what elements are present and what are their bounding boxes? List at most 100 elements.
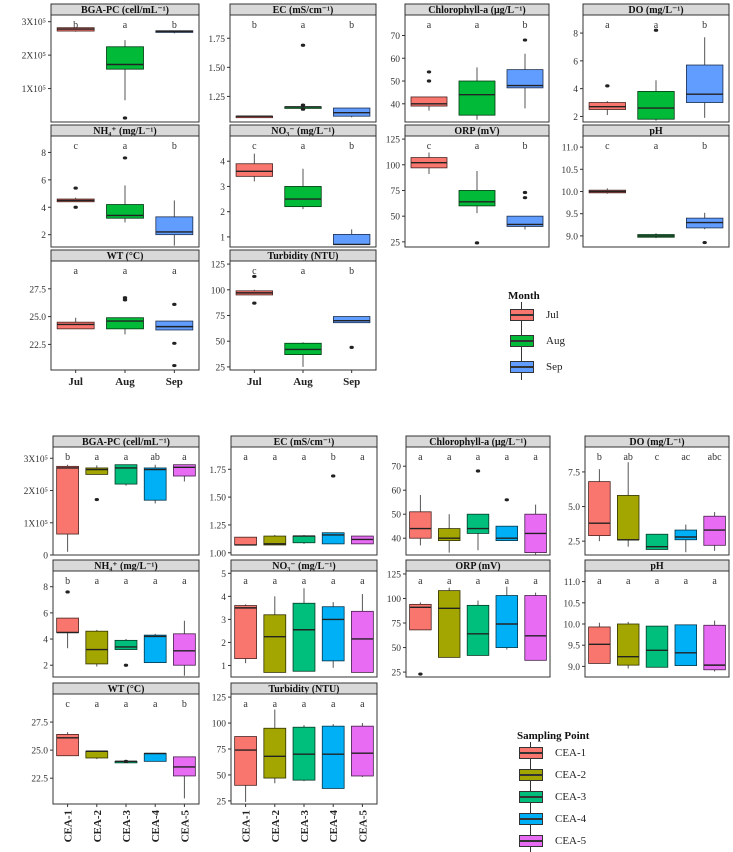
panel-title: pH [649,126,663,137]
panel: NO₃⁻ (mg/L⁻¹) 1 2 3 4 c a b [220,124,377,248]
outlier-point [522,38,528,42]
y-tick-label: 6 [43,609,48,619]
significance-letter: a [153,699,158,710]
y-tick-label: 40 [392,535,402,545]
y-tick-label: 125 [212,694,227,704]
box [85,467,109,475]
significance-letter: ac [681,452,690,463]
box [458,190,496,207]
outlier-point [123,759,129,763]
y-tick-label: 6 [41,176,46,186]
significance-letter: a [533,576,538,587]
box [466,604,490,656]
box [637,91,675,120]
box [409,511,432,539]
y-tick-label: 1.50 [209,494,226,504]
significance-letter: a [712,576,717,587]
y-tick-label: 50 [216,338,226,348]
legend-entry: Jul [508,302,565,328]
significance-letter: a [331,699,336,710]
significance-letter: c [73,141,78,152]
y-tick-label: 5 [221,570,226,580]
significance-letter: a [182,452,187,463]
significance-letter: a [302,576,307,587]
box [674,624,698,666]
x-tick-label: Aug [115,376,135,388]
legend-key-swatch [517,786,545,808]
y-tick-label: 4 [43,636,48,646]
box [506,215,544,227]
y-tick-label: 3 [221,616,226,626]
y-tick-label: 7.5 [568,468,580,478]
y-tick-label: 1 [221,662,226,672]
y-tick-label: 4 [221,593,226,603]
outlier-point [300,43,306,47]
y-tick-label: 3X10⁵ [22,18,46,28]
outlier-point [475,469,481,473]
box [235,163,273,177]
legend-key-swatch [508,328,536,354]
legend-key-swatch [517,742,545,764]
significance-letter: a [476,576,481,587]
y-tick-label: 50 [392,644,402,654]
x-tick-label: Aug [293,376,313,388]
y-tick-label: 10.5 [563,599,580,609]
panel-title: Turbidity (NTU) [267,251,338,262]
y-tick-label: 125 [387,570,402,580]
significance-letter: a [505,576,510,587]
significance-letter: a [418,452,423,463]
panel: Chlorophyll-a (μg/L⁻¹) 40 50 60 70 a a b [391,3,550,123]
significance-letter: c [655,452,660,463]
y-tick-label: 2X10⁵ [24,487,48,497]
y-tick-label: 8 [573,30,578,40]
significance-letter: b [65,452,70,463]
significance-letter: a [475,141,480,152]
box [106,46,144,70]
y-tick-label: 40 [391,100,401,110]
panel-frame [50,260,200,371]
x-tick-label: CEA-5 [179,810,191,843]
x-tick-label: CEA-2 [270,810,282,843]
outlier-point [122,296,128,300]
y-tick-label: 1.75 [208,35,225,45]
outlier-point [300,107,306,111]
significance-letter: c [605,141,610,152]
panel-title: EC (mS/cm⁻¹) [274,437,335,448]
box [114,464,138,485]
x-tick-label: CEA-3 [121,810,133,843]
box [410,96,448,107]
y-tick-label: 1.00 [209,549,226,559]
y-tick-label: 25 [391,238,401,248]
significance-letter: b [73,20,78,31]
box [321,532,345,545]
significance-letter: a [243,576,248,587]
panel-title: NH₄⁺ (mg/L⁻¹) [94,561,158,572]
box [114,639,138,650]
box [143,634,167,664]
box [588,481,611,537]
panel-title: ORP (mV) [455,561,500,572]
significance-letter: a [505,452,510,463]
y-tick-label: 25 [216,363,226,373]
legend-label: CEA-2 [555,769,587,781]
box [686,64,724,103]
significance-letter: a [243,699,248,710]
box [263,535,287,546]
box [506,69,544,89]
significance-letter: a [605,20,610,31]
y-tick-label: 75 [216,312,226,322]
y-tick-label: 50 [391,78,401,88]
y-tick-label: 25.0 [29,313,46,323]
y-tick-label: 25 [217,797,227,807]
y-tick-label: 8 [41,149,46,159]
significance-letter: a [182,576,187,587]
significance-letter: b [349,141,354,152]
significance-letter: b [331,452,336,463]
box [143,753,167,762]
legend-entry: CEA-2 [517,764,589,786]
significance-letter: a [654,141,659,152]
panel-title: pH [650,561,664,572]
box [674,529,698,541]
outlier-point [605,84,610,88]
